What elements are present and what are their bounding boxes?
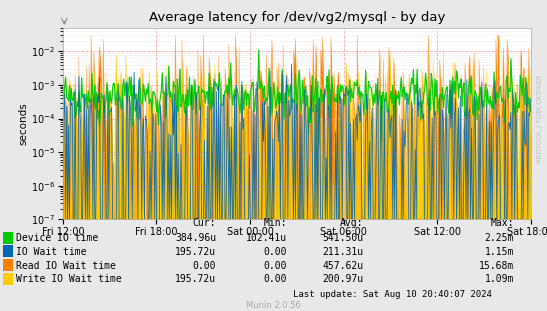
Text: 195.72u: 195.72u (175, 247, 216, 257)
Text: Write IO Wait time: Write IO Wait time (16, 274, 122, 284)
Text: Device IO time: Device IO time (16, 233, 98, 243)
Y-axis label: seconds: seconds (18, 102, 28, 145)
Text: 1.09m: 1.09m (485, 274, 514, 284)
Text: Last update: Sat Aug 10 20:40:07 2024: Last update: Sat Aug 10 20:40:07 2024 (293, 290, 492, 299)
Text: 2.25m: 2.25m (485, 233, 514, 243)
Text: 0.00: 0.00 (264, 261, 287, 271)
Text: IO Wait time: IO Wait time (16, 247, 87, 257)
Text: 1.15m: 1.15m (485, 247, 514, 257)
Text: 384.96u: 384.96u (175, 233, 216, 243)
Text: 102.41u: 102.41u (246, 233, 287, 243)
Title: Average latency for /dev/vg2/mysql - by day: Average latency for /dev/vg2/mysql - by … (149, 11, 445, 24)
Text: 0.00: 0.00 (264, 247, 287, 257)
Text: 0.00: 0.00 (264, 274, 287, 284)
Text: Min:: Min: (264, 218, 287, 228)
Text: 200.97u: 200.97u (323, 274, 364, 284)
Text: Avg:: Avg: (340, 218, 364, 228)
Text: Cur:: Cur: (193, 218, 216, 228)
Text: 541.50u: 541.50u (323, 233, 364, 243)
Text: 15.68m: 15.68m (479, 261, 514, 271)
Text: Read IO Wait time: Read IO Wait time (16, 261, 117, 271)
Text: Munin 2.0.56: Munin 2.0.56 (246, 301, 301, 310)
Text: 457.62u: 457.62u (323, 261, 364, 271)
Text: Max:: Max: (491, 218, 514, 228)
Text: 0.00: 0.00 (193, 261, 216, 271)
Text: RRDTOOL / TOBI OETIKER: RRDTOOL / TOBI OETIKER (537, 74, 543, 163)
Text: 211.31u: 211.31u (323, 247, 364, 257)
Text: 195.72u: 195.72u (175, 274, 216, 284)
